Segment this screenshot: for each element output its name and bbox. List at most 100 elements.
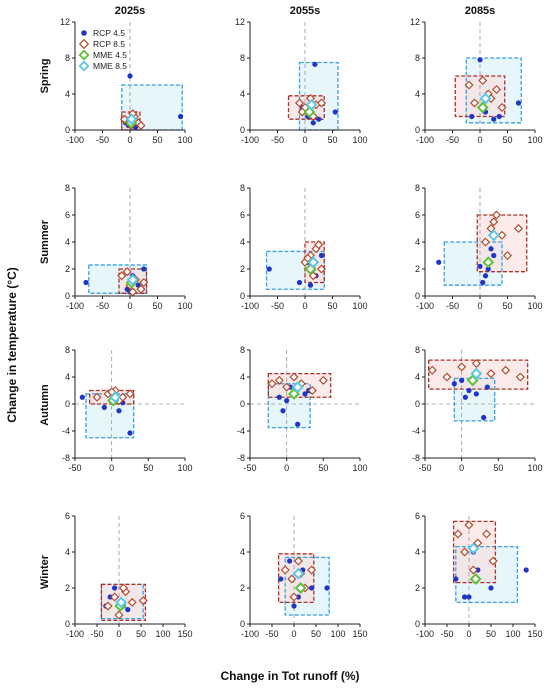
x-tick-label: 50: [327, 135, 337, 145]
rcp85-point: [491, 84, 502, 95]
y-tick-label: 4: [65, 89, 70, 99]
rcp85-point: [136, 284, 146, 294]
mme85-point: [307, 256, 320, 269]
rcp45-point: [523, 567, 529, 573]
rcp45-point: [316, 116, 322, 122]
x-tick-label: 50: [311, 629, 321, 639]
rcp45-point: [178, 113, 184, 120]
panel-spring-2055s: 0 4 8 12 -100 -50 0 50 100: [235, 17, 368, 145]
rcp85-point: [464, 520, 474, 530]
x-tick-label: 50: [136, 629, 146, 639]
y-tick-label: 6: [65, 210, 70, 220]
rcp45-point: [101, 404, 107, 410]
x-tick-label: -50: [96, 301, 109, 311]
rcp45-point: [491, 252, 497, 259]
mme85-point: [291, 381, 304, 394]
rcp45-point: [280, 408, 286, 414]
y-tick-label: 2: [415, 264, 420, 274]
x-tick-label: 50: [486, 629, 496, 639]
mme85-point: [115, 596, 128, 609]
rcp45-point: [484, 384, 490, 390]
rcp85-point: [442, 372, 452, 382]
y-tick-label: 0: [415, 125, 420, 135]
rcp85-point: [501, 365, 511, 375]
y-tick-label: 12: [60, 17, 70, 27]
panel-summer-2085s: 0 2 4 6 8 -100 -50 0 50 100: [415, 183, 543, 311]
legend-marker-mme85: [78, 60, 90, 72]
x-tick-label: -50: [68, 463, 81, 473]
column-title-2055s: 2055s: [290, 5, 321, 17]
rcp45-point: [307, 282, 314, 288]
y-tick-label: 8: [240, 183, 245, 193]
x-tick-label: 0: [109, 463, 114, 473]
rcp85-point: [136, 120, 146, 131]
x-tick-label: -50: [90, 629, 103, 639]
rcp45-point: [477, 263, 483, 269]
y-tick-label: 2: [415, 583, 420, 593]
row-label-summer: Summer: [39, 219, 51, 264]
rcp85-point: [316, 98, 327, 108]
x-tick-label: 100: [177, 135, 192, 145]
legend-item-mme85: MME 8.5: [78, 60, 127, 72]
y-tick-label: -4: [62, 426, 70, 436]
x-tick-label: 0: [477, 135, 482, 145]
rcp45-point: [485, 266, 491, 272]
y-tick-label: 6: [415, 511, 420, 521]
rcp85-point: [316, 264, 327, 274]
rcp85-point: [92, 392, 102, 402]
y-tick-label: 4: [240, 372, 245, 382]
rcp85-point: [453, 529, 463, 539]
x-tick-label: 0: [459, 463, 464, 473]
rcp45-range-box: [85, 393, 135, 439]
legend-marker-rcp45: [81, 30, 87, 36]
rcp85-point: [139, 277, 149, 288]
x-tick-label: 100: [527, 463, 542, 473]
x-tick-label: -100: [66, 301, 84, 311]
y-tick-label: 4: [415, 547, 420, 557]
rcp85-point: [287, 574, 297, 584]
rcp45-point: [453, 576, 459, 582]
x-tick-label: -50: [96, 135, 109, 145]
mme85-point: [479, 92, 492, 105]
rcp45-range-box: [443, 241, 503, 286]
y-tick-label: 2: [240, 264, 245, 274]
rcp85-point: [117, 271, 127, 281]
x-tick-label: 0: [116, 629, 121, 639]
mme85-point: [292, 567, 305, 580]
panel-autumn-2055s: -8 -4 0 4 8 -50 0 50 100: [237, 345, 368, 473]
y-tick-label: 4: [415, 89, 420, 99]
rcp85-point: [318, 375, 328, 385]
rcp45-point: [284, 398, 290, 404]
rcp45-point: [296, 279, 303, 286]
y-tick-label: -8: [237, 453, 245, 463]
x-tick-label: 100: [177, 301, 192, 311]
x-tick-label: 0: [302, 135, 307, 145]
rcp85-point: [103, 601, 113, 611]
mme85-point: [487, 229, 500, 242]
y-tick-label: 0: [240, 125, 245, 135]
x-tick-label: 0: [302, 301, 307, 311]
y-tick-label: 2: [240, 583, 245, 593]
rcp45-point: [127, 430, 133, 436]
x-tick-label: 100: [527, 301, 542, 311]
y-tick-label: 6: [415, 210, 420, 220]
x-tick-label: -100: [416, 629, 434, 639]
rcp45-point: [287, 558, 293, 564]
rcp85-point: [138, 596, 148, 606]
rcp85-range-box: [428, 359, 529, 390]
x-tick-label: 0: [291, 629, 296, 639]
panel-summer-2025s: 0 2 4 6 8 -100 -50 0 50 100: [65, 183, 193, 311]
rcp85-point: [457, 362, 467, 372]
rcp45-point: [488, 585, 494, 591]
mme85-point: [109, 391, 122, 404]
rcp85-point: [122, 267, 132, 277]
legend-item-rcp45: RCP 4.5: [81, 28, 125, 38]
rcp45-range-box: [455, 545, 519, 604]
rcp85-point: [114, 610, 124, 620]
panel-spring-2085s: 0 4 8 12 -100 -50 0 50 100: [410, 17, 543, 145]
y-tick-label: -8: [412, 453, 420, 463]
y-tick-label: 0: [415, 399, 420, 409]
legend-item-mme45: MME 4.5: [78, 49, 127, 61]
y-tick-label: 8: [415, 345, 420, 355]
rcp45-point: [481, 414, 487, 421]
